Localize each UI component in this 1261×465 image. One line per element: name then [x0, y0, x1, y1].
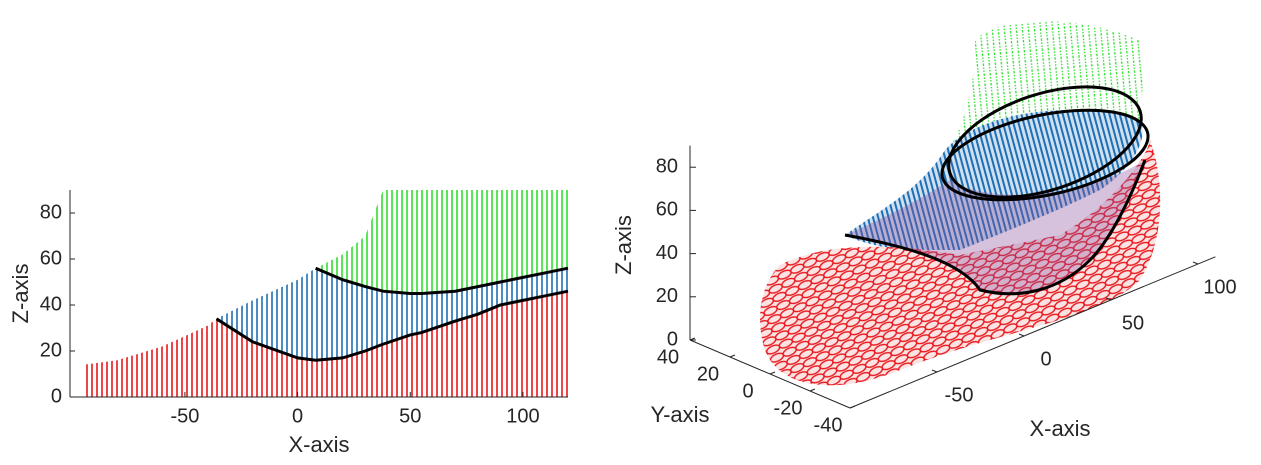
x-tick-label: 50: [399, 405, 421, 427]
x-tick-label: -50: [945, 384, 974, 406]
boundary-line: [215, 289, 569, 362]
y-tick-label: 40: [40, 293, 62, 315]
x-axis-label: X-axis: [288, 432, 349, 457]
z-tick-label: 40: [656, 242, 678, 264]
y-axis-label: Z-axis: [8, 264, 33, 324]
z-tick-label: 20: [656, 285, 678, 307]
y-tick-label: 0: [742, 380, 753, 402]
region-area: [216, 268, 568, 361]
region-area: [315, 190, 568, 294]
foot-surface: [760, 21, 1161, 386]
x-tick-label: 50: [1122, 312, 1144, 334]
x-tick-label: 0: [1040, 348, 1051, 370]
z-axis-label: Z-axis: [611, 215, 636, 275]
x-tick: [1018, 333, 1025, 337]
foot-middle: [845, 110, 1143, 250]
x-tick: [1192, 261, 1199, 265]
x-tick-label: -50: [170, 405, 199, 427]
x-tick: [1105, 297, 1112, 301]
x-axis-label: X-axis: [1029, 416, 1090, 441]
y-tick-label: 20: [697, 363, 719, 385]
x-tick-label: 0: [292, 405, 303, 427]
x-tick: [931, 369, 938, 373]
region-area: [83, 291, 569, 397]
y-tick-label: 20: [40, 339, 62, 361]
girth-outline: [844, 159, 1147, 296]
foot-lower: [760, 140, 1161, 386]
foot-upper: [930, 21, 1143, 175]
x-tick-label: 100: [1203, 276, 1236, 298]
y-tick: [689, 337, 696, 341]
foot-overlap: [845, 160, 1145, 294]
y-tick: [809, 388, 816, 392]
y-tick-label: 0: [51, 385, 62, 407]
ankle-outline: [947, 85, 1143, 199]
y-axis-label: Y-axis: [650, 402, 709, 427]
y-tick-label: 60: [40, 247, 62, 269]
x-axis: [849, 256, 1216, 409]
instep-outline: [940, 108, 1150, 202]
section-outlines: [844, 85, 1150, 296]
y-tick-label: -20: [774, 397, 803, 419]
y-tick-label: -40: [814, 414, 843, 436]
y-tick: [729, 354, 736, 358]
z-tick-label: 0: [667, 328, 678, 350]
z-tick-label: 80: [656, 155, 678, 177]
y-tick: [849, 405, 856, 409]
z-tick-label: 60: [656, 199, 678, 221]
boundary-line: [315, 266, 569, 295]
y-tick-label: 80: [40, 201, 62, 223]
x-tick-label: 100: [506, 405, 539, 427]
y-tick: [769, 371, 776, 375]
y-tick-label: 40: [657, 346, 679, 368]
